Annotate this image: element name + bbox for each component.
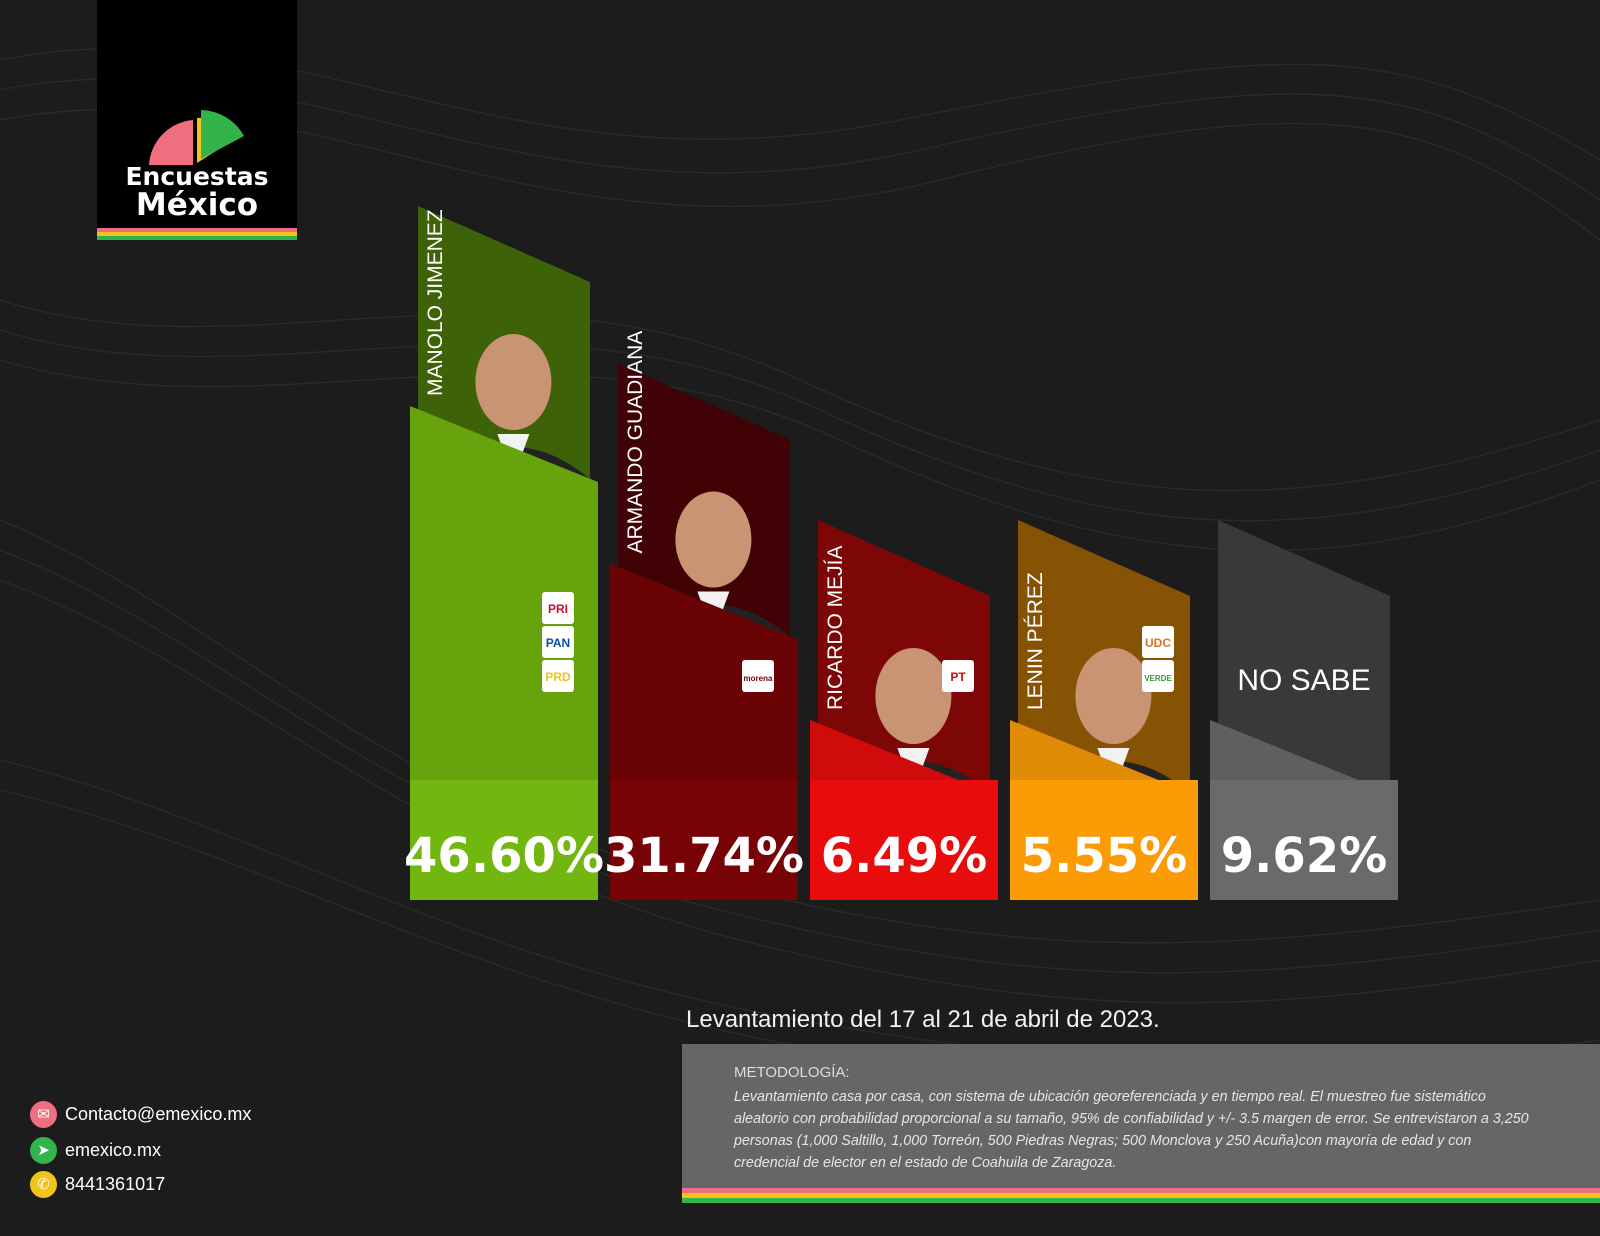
- contact-email-text: Contacto@emexico.mx: [65, 1103, 252, 1124]
- methodology-title: METODOLOGÍA:: [734, 1064, 850, 1081]
- party-logo-label-pan: PAN: [546, 636, 570, 650]
- party-logo-label-pt: PT: [950, 670, 966, 684]
- party-logo-udc-icon: [1142, 626, 1174, 658]
- methodology-text: Levantamiento casa por casa, con sistema…: [734, 1089, 1529, 1171]
- candidate-face-icon-2: [875, 648, 952, 744]
- candidate-face-icon-1: [675, 491, 752, 588]
- bar-base-4: [1210, 780, 1398, 900]
- pie-chart-logo-icon: [149, 110, 244, 165]
- brand-line2: México: [135, 187, 259, 223]
- party-logo-label-pri: PRI: [548, 602, 568, 616]
- candidate-name-1: ARMANDO GUADIANA: [624, 331, 647, 554]
- bar-0: [410, 406, 598, 900]
- cursor-icon: ➤: [30, 1136, 57, 1164]
- party-logo-label-morena: morena: [744, 674, 773, 683]
- bar-base-3: [1010, 780, 1198, 900]
- bar-base-2: [810, 780, 998, 900]
- bar-base-0: [410, 780, 598, 900]
- party-logo-verde-icon: [1142, 660, 1174, 692]
- contact-phone[interactable]: ✆ 8441361017: [30, 1170, 165, 1198]
- value-label-1: 31.74%: [604, 828, 804, 884]
- contact-web-text: emexico.mx: [65, 1139, 162, 1160]
- contact-email[interactable]: ✉ Contacto@emexico.mx: [30, 1100, 251, 1128]
- candidate-face-icon-0: [475, 334, 552, 431]
- bar-base-1: [610, 780, 798, 900]
- party-logo-label-prd: PRD: [545, 670, 571, 684]
- party-logo-pan-icon: [542, 626, 574, 658]
- contact-phone-text: 8441361017: [65, 1173, 166, 1194]
- portrait-panel-4: [1218, 520, 1390, 796]
- party-logo-label-verde: VERDE: [1144, 674, 1172, 683]
- party-logo-pt-icon: [942, 660, 974, 692]
- brand-logo: Encuestas México: [97, 0, 297, 240]
- candidate-face-icon-3: [1075, 648, 1152, 744]
- candidate-name-0: MANOLO JIMENEZ: [424, 209, 447, 396]
- contact-web[interactable]: ➤ emexico.mx: [30, 1136, 161, 1164]
- methodology-stripes: [682, 1188, 1600, 1203]
- party-logo-prd-icon: [542, 660, 574, 692]
- value-label-3: 5.55%: [1021, 828, 1188, 884]
- candidate-name-3: LENIN PÉREZ: [1024, 572, 1047, 710]
- phone-icon: ✆: [30, 1170, 57, 1198]
- value-label-0: 46.60%: [404, 828, 604, 884]
- methodology-box: METODOLOGÍA: Levantamiento casa por casa…: [682, 1044, 1600, 1194]
- survey-date: Levantamiento del 17 al 21 de abril de 2…: [686, 1006, 1160, 1033]
- brand-stripes: [97, 228, 297, 240]
- mail-icon: ✉: [30, 1100, 57, 1128]
- party-logo-morena-icon: [742, 660, 774, 692]
- party-logo-label-udc: UDC: [1145, 636, 1171, 650]
- party-logo-pri-icon: [542, 592, 574, 624]
- candidate-name-2: RICARDO MEJÍA: [824, 545, 847, 710]
- candidate-name-4: NO SABE: [1237, 664, 1370, 697]
- value-label-2: 6.49%: [821, 828, 988, 884]
- brand-line1: Encuestas: [125, 162, 269, 191]
- value-label-4: 9.62%: [1221, 828, 1388, 884]
